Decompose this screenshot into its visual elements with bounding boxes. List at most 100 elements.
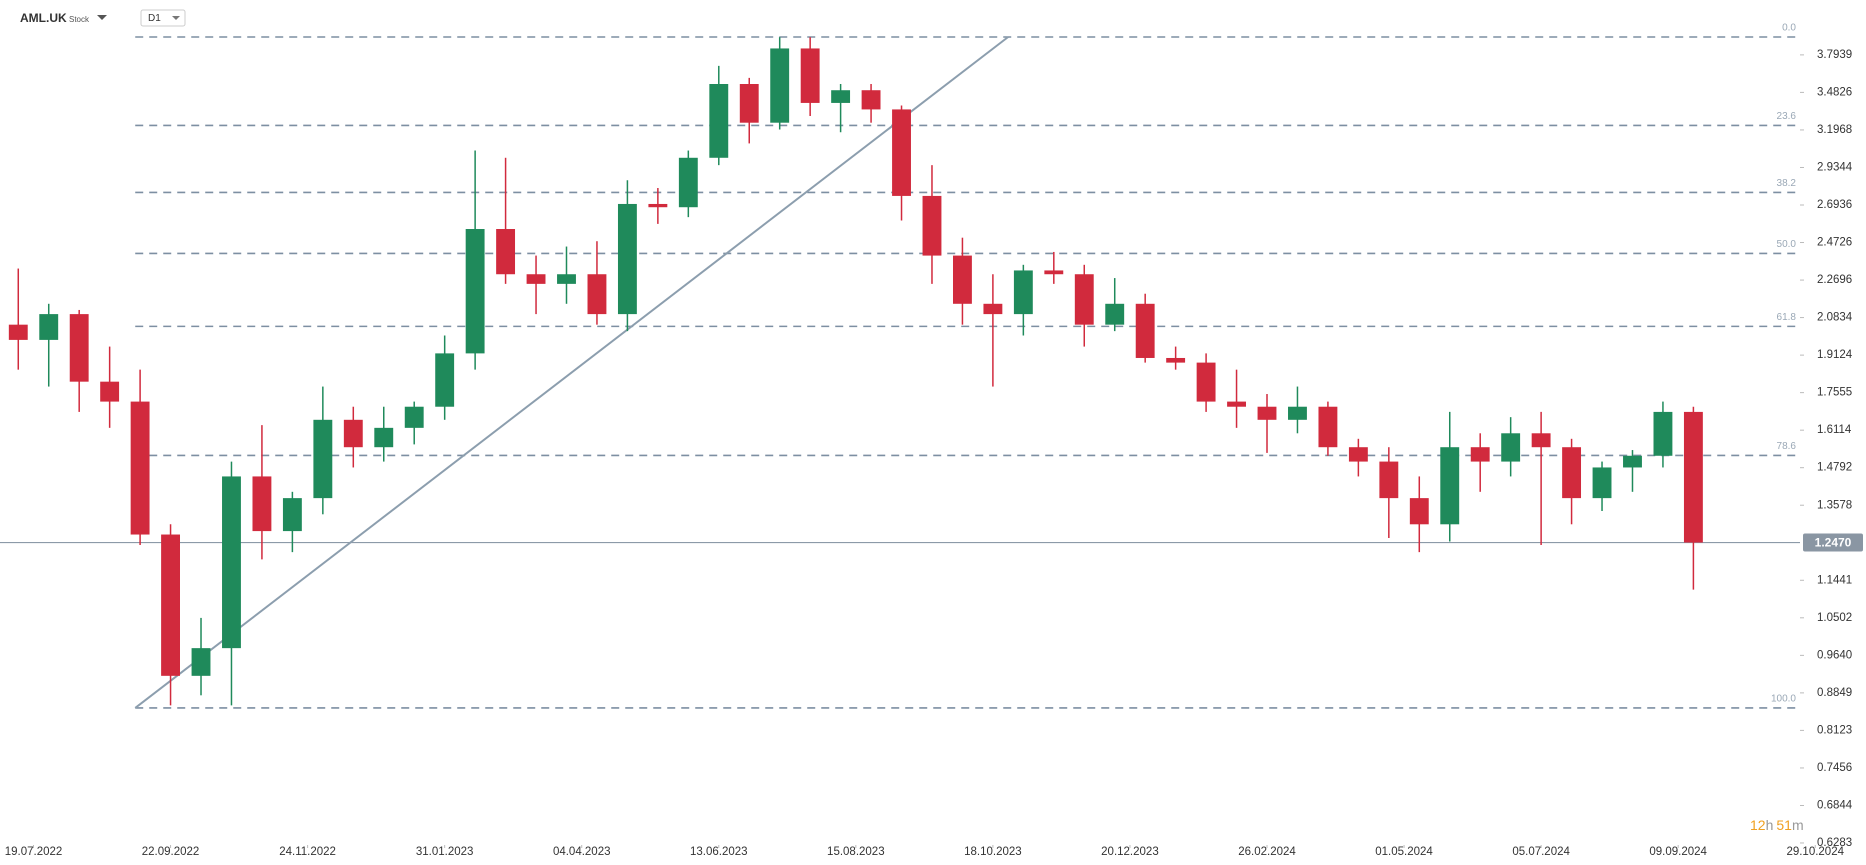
fib-label: 0.0 — [1782, 23, 1796, 34]
fib-label: 50.0 — [1777, 239, 1797, 250]
candle-body — [678, 157, 698, 208]
candle-body — [617, 203, 637, 315]
y-tick-label: 1.4792 — [1817, 462, 1852, 474]
y-tick-label: 1.3578 — [1817, 499, 1852, 511]
x-tick-label: 13.06.2023 — [690, 846, 748, 858]
candle-body — [1470, 447, 1490, 462]
candle-body — [374, 427, 394, 448]
x-tick-label: 05.07.2024 — [1512, 846, 1570, 858]
x-tick-label: 22.09.2022 — [142, 846, 200, 858]
candle-body — [1196, 362, 1216, 402]
y-tick-label: 2.0834 — [1817, 312, 1853, 324]
candle-body — [1683, 411, 1703, 543]
interval-dropdown[interactable] — [172, 16, 180, 20]
x-tick-label: 01.05.2024 — [1375, 846, 1433, 858]
y-tick-label: 0.8849 — [1817, 687, 1852, 699]
y-tick-label: 0.6283 — [1817, 837, 1852, 849]
interval[interactable]: D1 — [148, 13, 161, 24]
last-price-label: 1.2470 — [1815, 536, 1852, 550]
candle-body — [1592, 467, 1612, 499]
candle-body — [861, 90, 881, 110]
candle-body — [1531, 433, 1551, 448]
candle-body — [557, 274, 576, 284]
candle-body — [1348, 447, 1368, 462]
candle-body — [587, 274, 607, 315]
timer-m: m — [1792, 817, 1804, 833]
trendline — [134, 36, 1009, 709]
y-tick-label: 1.6114 — [1817, 424, 1852, 436]
y-tick-label: 1.1441 — [1817, 574, 1852, 586]
y-tick-label: 3.4826 — [1817, 86, 1852, 98]
candle-body — [8, 324, 28, 340]
candle-body — [1044, 270, 1064, 275]
timer-hours: 12 — [1750, 817, 1766, 833]
y-tick-label: 0.7456 — [1817, 762, 1852, 774]
candle-body — [1562, 447, 1582, 499]
candle-body — [800, 48, 820, 103]
x-tick-label: 24.11.2022 — [279, 846, 336, 858]
candle-body — [1257, 406, 1277, 420]
candle-body — [770, 48, 790, 123]
candle-body — [435, 353, 455, 407]
candle-body — [1105, 303, 1125, 325]
x-tick-label: 09.09.2024 — [1649, 846, 1707, 858]
candle-body — [831, 90, 851, 103]
candle-body — [130, 401, 150, 535]
x-tick-label: 20.12.2023 — [1101, 846, 1159, 858]
fib-label: 61.8 — [1777, 312, 1797, 323]
x-tick-label: 29.10.2024 — [1786, 846, 1844, 858]
x-tick-label: 19.07.2022 — [5, 846, 63, 858]
candle-body — [343, 419, 363, 448]
y-tick-label: 2.9344 — [1817, 162, 1853, 174]
x-tick-label: 18.10.2023 — [964, 846, 1022, 858]
y-tick-label: 0.6844 — [1817, 800, 1853, 812]
candle-body — [1501, 433, 1521, 462]
y-tick-label: 1.0502 — [1817, 612, 1852, 624]
candle-body — [1318, 406, 1338, 448]
candle-body — [191, 648, 211, 676]
candle-body — [1288, 406, 1307, 420]
candle-body — [496, 229, 516, 275]
candle-body — [69, 314, 89, 382]
y-tick-label: 2.4726 — [1817, 237, 1852, 249]
candle-body — [526, 274, 546, 284]
candle-body — [465, 229, 485, 354]
timer-h: h — [1766, 817, 1774, 833]
interval-box[interactable] — [140, 9, 186, 27]
symbol[interactable]: AML.UK — [20, 11, 67, 25]
y-tick-label: 1.9124 — [1817, 349, 1853, 361]
candle-body — [404, 406, 424, 428]
y-tick-label: 3.1968 — [1817, 124, 1852, 136]
candle-body — [1013, 270, 1033, 315]
candle-body — [952, 255, 972, 304]
fib-label: 100.0 — [1771, 694, 1796, 705]
fib-label: 38.2 — [1777, 178, 1797, 189]
fib-label: 23.6 — [1777, 111, 1797, 122]
candle-body — [739, 84, 759, 123]
symbol-dropdown[interactable] — [97, 15, 107, 20]
candle-body — [161, 534, 180, 676]
candle-timer: 12h 51m — [1750, 817, 1804, 833]
x-tick-label: 31.01.2023 — [416, 846, 474, 858]
candle-body — [1623, 455, 1642, 468]
y-tick-label: 2.6936 — [1817, 199, 1852, 211]
candle-body — [1440, 447, 1460, 525]
asset-kind: Stock — [69, 15, 90, 24]
y-tick-label: 0.8123 — [1817, 724, 1852, 736]
candle-body — [1409, 498, 1429, 525]
fib-label: 78.6 — [1777, 441, 1797, 452]
candle-body — [252, 476, 272, 532]
candle-body — [1135, 303, 1155, 358]
y-tick-label: 1.7555 — [1817, 387, 1852, 399]
candle-body — [1379, 461, 1399, 499]
candle-body — [1653, 411, 1673, 456]
candle-body — [1166, 357, 1186, 363]
candle-body — [39, 314, 59, 340]
timer-minutes: 51 — [1776, 817, 1792, 833]
x-tick-label: 04.04.2023 — [553, 846, 611, 858]
y-tick-label: 3.7939 — [1817, 49, 1852, 61]
x-tick-label: 15.08.2023 — [827, 846, 885, 858]
candle-body — [892, 109, 911, 196]
